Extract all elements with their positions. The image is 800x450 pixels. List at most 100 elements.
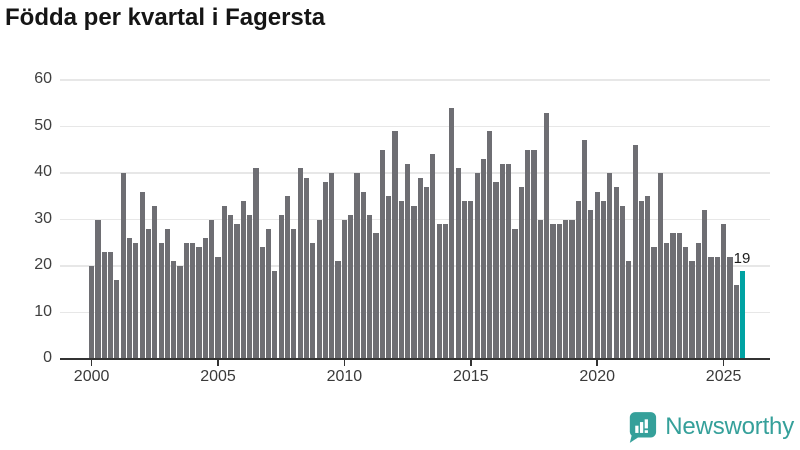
brand-name: Newsworthy: [665, 413, 794, 440]
bar-highlight: [739, 270, 746, 359]
bar: [392, 131, 398, 359]
bar: [645, 196, 651, 359]
bar: [152, 205, 158, 359]
bar: [721, 224, 727, 359]
bar: [430, 154, 436, 359]
bar: [683, 247, 689, 359]
bar: [278, 214, 284, 359]
bar: [449, 107, 455, 359]
bar: [588, 210, 594, 359]
bar: [733, 284, 739, 359]
bar: [164, 228, 171, 359]
bar: [512, 228, 518, 359]
bar: [455, 168, 461, 359]
bar: [714, 256, 720, 359]
x-tick-2020: [596, 359, 598, 366]
gridline-50: [60, 125, 770, 128]
bar: [411, 205, 417, 359]
bar: [417, 177, 423, 359]
bar: [480, 159, 487, 359]
bar: [405, 163, 411, 359]
bar: [221, 205, 227, 359]
brand-footer[interactable]: Newsworthy: [628, 409, 794, 445]
x-tick-2025: [722, 359, 725, 366]
bar: [626, 261, 632, 359]
bar: [487, 131, 493, 359]
x-tick-label-2000: 2000: [73, 368, 110, 385]
bar: [619, 205, 626, 359]
bar: [537, 219, 543, 359]
bar: [101, 252, 107, 359]
bar: [303, 177, 310, 359]
y-tick-label-0: 0: [43, 349, 52, 366]
x-tick-2015: [470, 359, 472, 366]
bar: [367, 214, 373, 359]
y-tick-label-60: 60: [34, 70, 52, 87]
bar: [95, 219, 101, 359]
bar: [202, 238, 208, 359]
bar: [575, 200, 581, 359]
bar: [632, 145, 638, 359]
bar: [234, 224, 240, 359]
bar: [322, 182, 329, 359]
y-tick-label-40: 40: [34, 163, 52, 180]
y-tick-label-30: 30: [34, 209, 52, 227]
highlight-value-label: 19: [733, 249, 751, 267]
bar: [657, 173, 663, 359]
x-tick-label-2005: 2005: [200, 368, 236, 385]
bar: [600, 200, 607, 359]
bar: [474, 173, 480, 359]
bar: [651, 247, 657, 359]
bar: [525, 149, 531, 359]
bar: [676, 233, 682, 359]
bar: [708, 256, 714, 359]
bar-chart: 2000 2005 2010 2015 2020 2025 19: [60, 79, 770, 385]
bar: [265, 228, 272, 359]
bar: [518, 186, 524, 359]
bar: [386, 196, 392, 359]
bar: [177, 266, 183, 359]
bar: [209, 219, 215, 359]
bar: [348, 214, 354, 359]
bar: [373, 233, 379, 359]
bar: [695, 242, 701, 359]
bar: [468, 200, 474, 359]
bar: [689, 261, 695, 359]
bar: [493, 182, 499, 359]
bar: [272, 270, 278, 359]
bar: [126, 238, 133, 359]
bar: [360, 191, 366, 359]
bar: [215, 256, 221, 359]
bar: [158, 242, 164, 359]
bar: [423, 186, 430, 359]
bar: [727, 256, 733, 359]
y-tick-label-50: 50: [34, 116, 52, 134]
bar: [89, 266, 95, 359]
bar: [329, 173, 335, 359]
bar: [139, 191, 145, 359]
bar: [613, 186, 619, 359]
bar: [442, 224, 449, 359]
gridline-40: [60, 172, 770, 174]
bar: [335, 261, 341, 359]
bar: [259, 247, 265, 359]
bar: [253, 168, 259, 359]
x-axis-line: [60, 358, 770, 360]
bar: [398, 200, 404, 359]
bar: [183, 242, 189, 359]
x-tick-2000: [90, 359, 93, 366]
bar: [461, 200, 468, 359]
bar: [569, 219, 575, 359]
bar: [607, 173, 613, 359]
bar: [544, 112, 550, 359]
bar: [436, 224, 442, 359]
x-tick-2010: [343, 359, 346, 366]
bar: [664, 242, 670, 359]
bar: [499, 163, 505, 359]
bar: [531, 149, 537, 359]
bar: [379, 149, 385, 359]
bar: [702, 210, 708, 359]
newsworthy-logo-icon: [630, 411, 657, 443]
gridline-60: [60, 79, 770, 81]
x-tick-label-2020: 2020: [579, 368, 615, 385]
